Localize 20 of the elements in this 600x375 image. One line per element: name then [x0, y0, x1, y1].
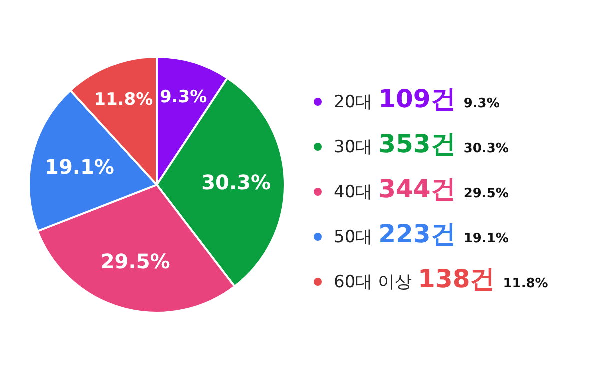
legend-label: 60대 이상: [334, 272, 412, 293]
text: 19.1%: [464, 232, 509, 247]
data-label: 19.1%: [45, 154, 114, 179]
text: 138건: [418, 264, 496, 294]
text: 11.8%: [503, 276, 548, 292]
text: 29.5%: [464, 186, 509, 202]
text: 109건: [378, 84, 456, 114]
data-label: 9.3%: [160, 88, 208, 108]
text: 223건: [378, 220, 456, 249]
text: 344건: [378, 174, 456, 204]
text: 9.3%: [464, 96, 500, 112]
legend-label: 30대: [334, 138, 373, 158]
legend-label: 20대: [334, 92, 373, 113]
text: 353건: [378, 130, 456, 159]
data-label: 11.8%: [94, 90, 154, 110]
legend-label: 40대: [334, 182, 373, 203]
legend-label: 50대: [334, 228, 373, 248]
data-label: 30.3%: [202, 170, 272, 194]
data-label: 29.5%: [100, 249, 170, 274]
text: 30.3%: [464, 142, 509, 157]
